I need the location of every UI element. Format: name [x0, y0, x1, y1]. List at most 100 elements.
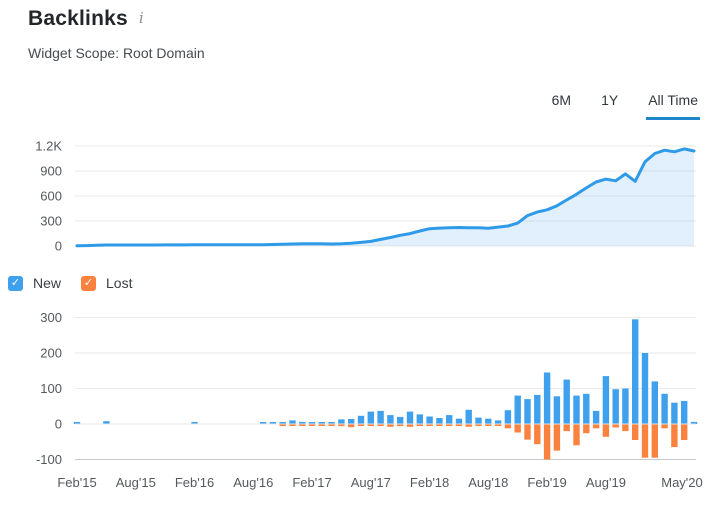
lost-backlinks-bar[interactable]	[494, 424, 502, 426]
lost-backlinks-bar[interactable]	[563, 424, 570, 432]
new-backlinks-bar[interactable]	[602, 376, 610, 424]
lost-backlinks-bar[interactable]	[583, 424, 590, 434]
new-backlinks-bar[interactable]	[534, 394, 541, 424]
new-backlinks-bar[interactable]	[279, 422, 286, 424]
lost-backlinks-bar[interactable]	[426, 424, 433, 426]
new-backlinks-bar[interactable]	[426, 416, 433, 425]
new-backlinks-bar[interactable]	[308, 422, 316, 424]
lost-backlinks-bar[interactable]	[553, 424, 561, 451]
lost-backlinks-bar[interactable]	[377, 424, 384, 426]
new-checkbox[interactable]: ✓	[8, 275, 23, 291]
new-backlinks-bar[interactable]	[651, 381, 658, 424]
lost-backlinks-bar[interactable]	[504, 424, 512, 429]
new-backlinks-bar[interactable]	[318, 422, 325, 424]
new-backlinks-bar[interactable]	[357, 415, 365, 424]
lost-backlinks-bar[interactable]	[436, 424, 443, 426]
lost-backlinks-bar[interactable]	[671, 424, 678, 448]
lost-backlinks-bar[interactable]	[279, 424, 286, 426]
new-backlinks-bar[interactable]	[465, 409, 472, 424]
new-backlinks-bar[interactable]	[436, 418, 443, 424]
lost-backlinks-bar[interactable]	[632, 424, 639, 440]
new-backlinks-bar[interactable]	[103, 421, 110, 424]
new-backlinks-bar[interactable]	[406, 411, 414, 424]
new-backlinks-bar[interactable]	[377, 410, 384, 424]
info-icon[interactable]: i	[138, 9, 144, 27]
tab-all-time[interactable]: All Time	[646, 92, 700, 120]
new-backlinks-bar[interactable]	[690, 421, 698, 424]
new-backlinks-bar[interactable]	[348, 419, 355, 424]
new-backlinks-bar[interactable]	[328, 422, 335, 424]
lost-backlinks-bar[interactable]	[367, 424, 374, 426]
new-backlinks-bar[interactable]	[338, 419, 345, 424]
lost-backlinks-bar[interactable]	[573, 424, 580, 446]
lost-backlinks-bar[interactable]	[348, 424, 355, 428]
lost-backlinks-bar[interactable]	[534, 424, 541, 445]
new-backlinks-bar[interactable]	[583, 393, 590, 424]
new-backlinks-bar[interactable]	[387, 415, 394, 424]
new-backlinks-bar[interactable]	[524, 399, 531, 424]
new-backlinks-bar[interactable]	[641, 353, 649, 424]
new-backlinks-bar[interactable]	[612, 389, 619, 424]
new-backlinks-bar[interactable]	[455, 418, 463, 424]
lost-backlinks-bar[interactable]	[455, 424, 463, 426]
lost-backlinks-bar[interactable]	[299, 424, 306, 426]
new-backlinks-bar[interactable]	[681, 400, 688, 424]
lost-backlinks-bar[interactable]	[681, 424, 688, 440]
tab-1y[interactable]: 1Y	[601, 92, 619, 108]
new-backlinks-bar[interactable]	[259, 422, 267, 424]
lost-backlinks-bar[interactable]	[465, 424, 472, 427]
lost-backlinks-bar[interactable]	[485, 424, 492, 426]
lost-backlinks-bar[interactable]	[308, 424, 316, 426]
lost-backlinks-bar[interactable]	[338, 424, 345, 427]
new-backlinks-bar[interactable]	[632, 319, 639, 424]
new-backlinks-bar[interactable]	[671, 402, 678, 424]
lost-backlinks-bar[interactable]	[406, 424, 414, 427]
new-backlinks-bar[interactable]	[416, 414, 423, 424]
new-backlinks-bar[interactable]	[446, 415, 453, 424]
new-backlinks-bar[interactable]	[191, 422, 198, 424]
legend-item-new[interactable]: ✓ New	[8, 275, 61, 291]
new-backlinks-bar[interactable]	[573, 395, 580, 424]
lost-backlinks-bar[interactable]	[328, 424, 335, 426]
lost-backlinks-bar[interactable]	[651, 424, 658, 458]
lost-backlinks-bar[interactable]	[514, 424, 521, 433]
lost-backlinks-bar[interactable]	[318, 424, 325, 426]
tab-6m[interactable]: 6M	[551, 92, 572, 108]
lost-backlinks-bar[interactable]	[475, 424, 482, 426]
lost-checkbox[interactable]: ✓	[81, 275, 97, 291]
lost-backlinks-bar[interactable]	[397, 424, 404, 426]
new-backlinks-bar[interactable]	[299, 421, 306, 424]
new-backlinks-bar[interactable]	[494, 420, 502, 424]
lost-backlinks-bar[interactable]	[622, 424, 629, 432]
lost-backlinks-bar[interactable]	[602, 424, 610, 437]
new-backlinks-bar[interactable]	[367, 411, 374, 424]
lost-backlinks-bar[interactable]	[592, 424, 600, 429]
new-backlinks-bar[interactable]	[543, 372, 551, 425]
new-backlinks-bar[interactable]	[592, 410, 600, 424]
new-backlinks-bar[interactable]	[269, 422, 277, 424]
new-backlinks-bar[interactable]	[485, 418, 492, 424]
new-backlinks-bar[interactable]	[553, 396, 561, 424]
lost-backlinks-bar[interactable]	[416, 424, 423, 426]
new-backlinks-bar[interactable]	[514, 395, 521, 424]
new-backlinks-bar[interactable]	[504, 410, 512, 424]
new-backlinks-bar[interactable]	[475, 417, 482, 424]
total-backlinks-line[interactable]	[75, 147, 696, 248]
new-backlinks-bar[interactable]	[563, 379, 570, 424]
legend-item-lost[interactable]: ✓ Lost	[81, 275, 132, 291]
new-backlinks-bar[interactable]	[397, 416, 404, 424]
lost-backlinks-bar[interactable]	[446, 424, 453, 426]
lost-backlinks-bar[interactable]	[357, 424, 365, 426]
new-backlinks-bar[interactable]	[289, 420, 296, 424]
lost-backlinks-bar[interactable]	[387, 424, 394, 427]
lost-backlinks-bar[interactable]	[661, 424, 668, 429]
lost-backlinks-bar[interactable]	[543, 424, 551, 460]
lost-backlinks-bar[interactable]	[524, 424, 531, 440]
new-backlinks-bar[interactable]	[73, 422, 81, 424]
lost-backlinks-bar[interactable]	[289, 424, 296, 426]
new-backlinks-bar[interactable]	[661, 393, 668, 424]
new-backlinks-bar[interactable]	[622, 388, 629, 425]
lost-backlinks-bar[interactable]	[641, 424, 649, 458]
lost-backlinks-bar[interactable]	[612, 424, 619, 428]
